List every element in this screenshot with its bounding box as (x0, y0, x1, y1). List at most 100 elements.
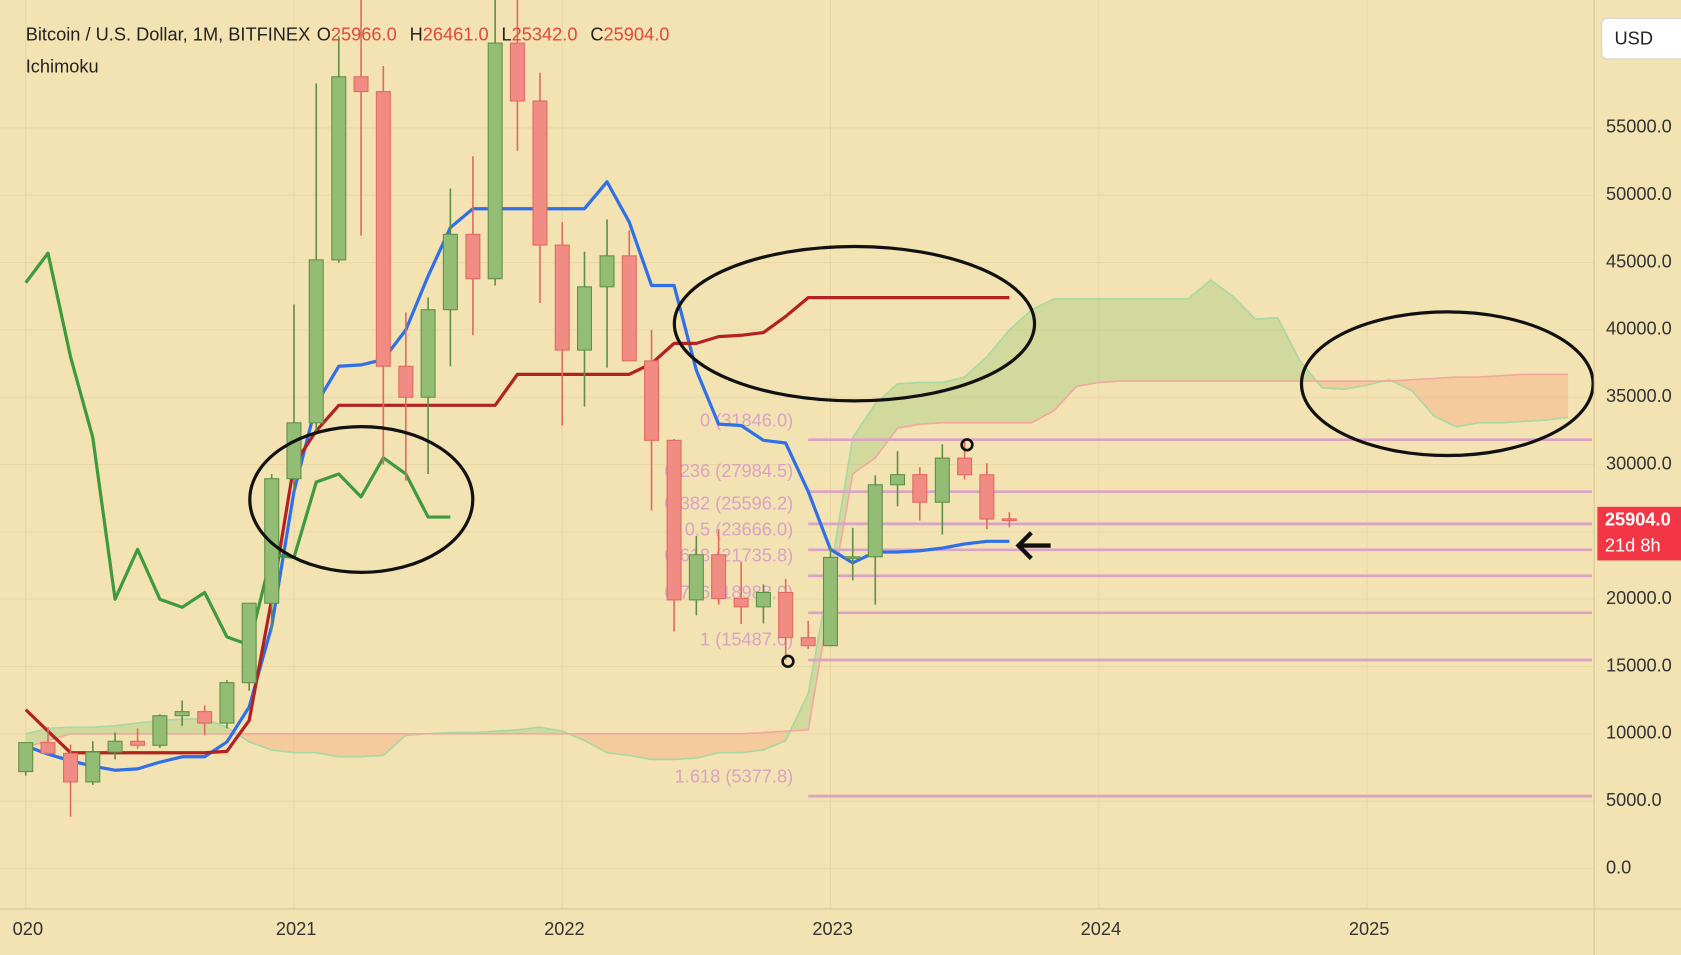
currency-button[interactable] (1601, 17, 1681, 60)
candle-body (711, 554, 727, 600)
cloud-fill (1277, 317, 1300, 382)
candle-body (688, 554, 704, 601)
cloud-fill (1053, 298, 1077, 411)
cloud-fill (338, 733, 362, 757)
cloud-fill (293, 733, 317, 753)
candle-body (599, 255, 615, 288)
cloud-fill (92, 725, 116, 734)
cloud-fill (964, 356, 987, 423)
candle-body (1001, 518, 1017, 522)
candle-body (85, 751, 101, 783)
currency[interactable]: USD (1615, 28, 1653, 48)
candle-body (219, 682, 235, 724)
candle-body (778, 591, 794, 639)
candle-body (822, 556, 838, 647)
y-tick-label: 50000.0 (1606, 184, 1672, 204)
ohlc-key: H (410, 24, 423, 44)
y-tick-label: 40000.0 (1606, 319, 1672, 339)
x-tick-label: 2025 (1349, 919, 1390, 939)
fib-label: 0.5 (23666.0) (685, 519, 793, 539)
candle-body (487, 42, 503, 280)
candle-body (621, 255, 637, 362)
candle-body (755, 591, 771, 608)
last-price-label: 25904.0 (1605, 510, 1671, 530)
cloud-fill (1456, 377, 1479, 427)
candle-body (197, 711, 213, 724)
cloud-fill (517, 727, 540, 734)
indicator-name: Ichimoku (26, 56, 99, 76)
cloud-fill (249, 733, 272, 751)
candle-body (18, 742, 34, 773)
x-tick-label: 2022 (544, 919, 585, 939)
fib-label: 0.382 (25596.2) (665, 493, 794, 513)
cloud-fill (607, 733, 630, 756)
cloud-fill (1120, 298, 1144, 382)
y-tick-label: 30000.0 (1606, 453, 1672, 473)
fib-label: 1.618 (5377.8) (675, 767, 794, 787)
fib-label: 1 (15487.0) (700, 629, 793, 649)
candle-body (912, 474, 928, 503)
countdown: 21d 8h (1605, 535, 1661, 555)
cloud-fill (1143, 298, 1166, 382)
cloud-fill (1009, 309, 1032, 423)
y-tick-label: 10000.0 (1606, 723, 1672, 743)
indicator-line (24, 251, 451, 647)
x-tick-label: 020 (13, 919, 43, 939)
ohlc: O25966.0 H26461.0 L25342.0 C25904.0 (317, 24, 670, 44)
fib-label: 0.236 (27984.5) (665, 461, 794, 481)
cloud-fill (897, 382, 920, 429)
cloud-fill (1411, 378, 1435, 417)
cloud-fill (1165, 298, 1189, 382)
candle-body (375, 91, 391, 367)
ohlc-key: C (590, 24, 603, 44)
candle-body (644, 360, 660, 441)
cloud-edge (25, 279, 1569, 761)
cloud-fill (271, 733, 294, 753)
axes: 0.05000.010000.015000.020000.025000.0300… (13, 117, 1681, 939)
ohlc-value: 25966.0 (331, 24, 397, 44)
last-price-badge (1597, 506, 1681, 561)
ellipse (248, 424, 475, 574)
pivot-circle (960, 438, 974, 452)
ohlc-value: 26461.0 (423, 24, 489, 44)
candle-body (286, 422, 302, 480)
ohlc-key: L (502, 24, 512, 44)
candle-body (442, 233, 458, 311)
y-tick-label: 55000.0 (1606, 117, 1672, 137)
cloud-fill (1076, 298, 1099, 387)
cloud-fill (651, 733, 675, 760)
cloud-fill (919, 382, 943, 425)
candle-body (979, 474, 995, 520)
cloud-fill (1322, 381, 1345, 390)
cloud-fill (316, 733, 339, 757)
cloud-fill (1434, 377, 1457, 427)
cloud-fill (1478, 375, 1502, 423)
candle-body (509, 42, 525, 102)
candle-body (420, 309, 436, 398)
cloud-fill (584, 733, 608, 753)
cloud-fill (1501, 374, 1524, 423)
cloud-fill (70, 727, 93, 734)
candle-body (331, 76, 347, 261)
y-tick-label: 15000.0 (1606, 655, 1672, 675)
ohlc-value: 25904.0 (604, 24, 670, 44)
header: Bitcoin / U.S. Dollar, 1M, BITFINEX O2596… (26, 24, 670, 44)
candle-body (107, 740, 123, 753)
cloud-fill (763, 731, 786, 751)
pivot-circle (781, 654, 795, 669)
candle-body (130, 740, 146, 746)
cloud-fill (696, 733, 719, 759)
annotations (248, 244, 1595, 669)
candle-body (398, 365, 414, 398)
candle-body (465, 233, 481, 280)
candle-body (666, 439, 682, 601)
cloud-fill (942, 377, 965, 423)
cloud-fill (361, 733, 384, 757)
candle-body (890, 474, 906, 486)
y-tick-label: 20000.0 (1606, 588, 1672, 608)
candle-body (532, 100, 548, 246)
candle-body (576, 286, 592, 351)
